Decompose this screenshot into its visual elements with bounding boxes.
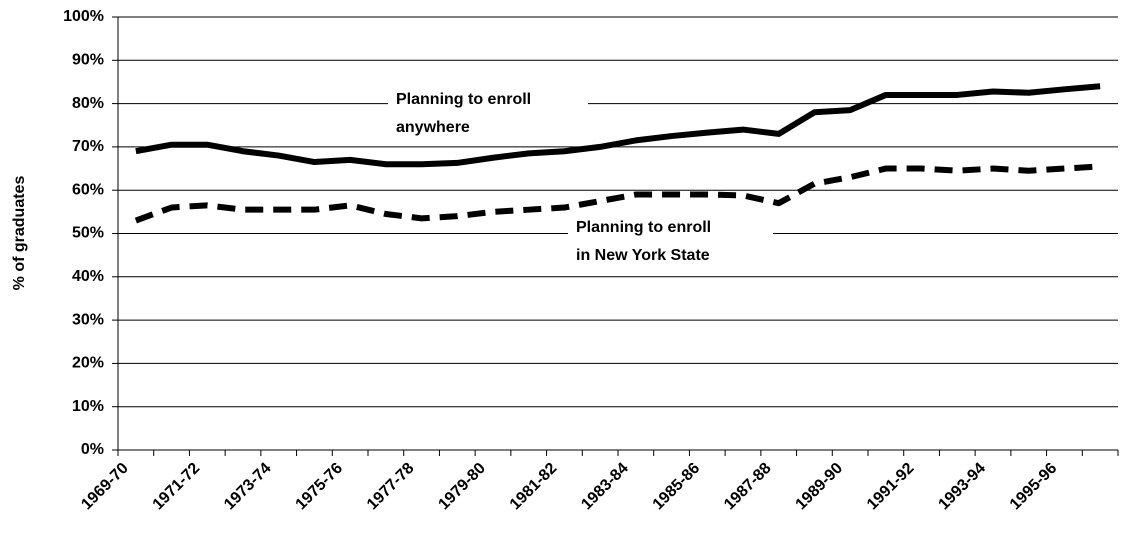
y-tick-label: 50%	[72, 225, 104, 242]
x-tick-label: 1987-88	[721, 460, 775, 514]
y-tick-label: 90%	[72, 52, 104, 69]
annotation: Planning to enroll anywhere	[388, 84, 588, 144]
x-tick-label: 1975-76	[293, 460, 347, 514]
x-tick-label: 1979-80	[435, 460, 489, 514]
x-tick-label: 1981-82	[507, 460, 561, 514]
x-tick-label: 1973-74	[221, 460, 275, 514]
y-tick-label: 40%	[72, 268, 104, 285]
x-tick-label: 1977-78	[364, 460, 418, 514]
x-tick-label: 1971-72	[150, 460, 204, 514]
series-line	[134, 163, 1101, 224]
x-tick-label: 1969-70	[78, 460, 132, 514]
y-tick-label: 60%	[72, 181, 104, 198]
y-tick-label: 0%	[81, 441, 104, 458]
y-tick-label: 20%	[72, 355, 104, 372]
annotation-text: anywhere	[396, 119, 470, 136]
y-axis-label: % of graduates	[11, 176, 28, 291]
annotation-text: Planning to enroll	[396, 91, 531, 108]
y-tick-label: 70%	[72, 138, 104, 155]
annotation-bg	[568, 212, 773, 272]
annotation: Planning to enroll in New York State	[568, 212, 773, 272]
y-tick-label: 80%	[72, 95, 104, 112]
y-tick-label: 100%	[63, 8, 104, 25]
annotation-bg	[388, 84, 588, 144]
x-tick-label: 1983-84	[578, 460, 632, 514]
x-tick-label: 1989-90	[793, 460, 847, 514]
annotation-text: Planning to enroll	[576, 219, 711, 236]
x-tick-label: 1991-92	[864, 460, 918, 514]
x-tick-label: 1995-96	[1007, 460, 1061, 514]
y-tick-label: 30%	[72, 311, 104, 328]
annotation-text: in New York State	[576, 247, 710, 264]
x-tick-label: 1985-86	[650, 460, 704, 514]
y-tick-label: 10%	[72, 398, 104, 415]
series-line	[135, 83, 1101, 168]
x-tick-label: 1993-94	[935, 460, 989, 514]
